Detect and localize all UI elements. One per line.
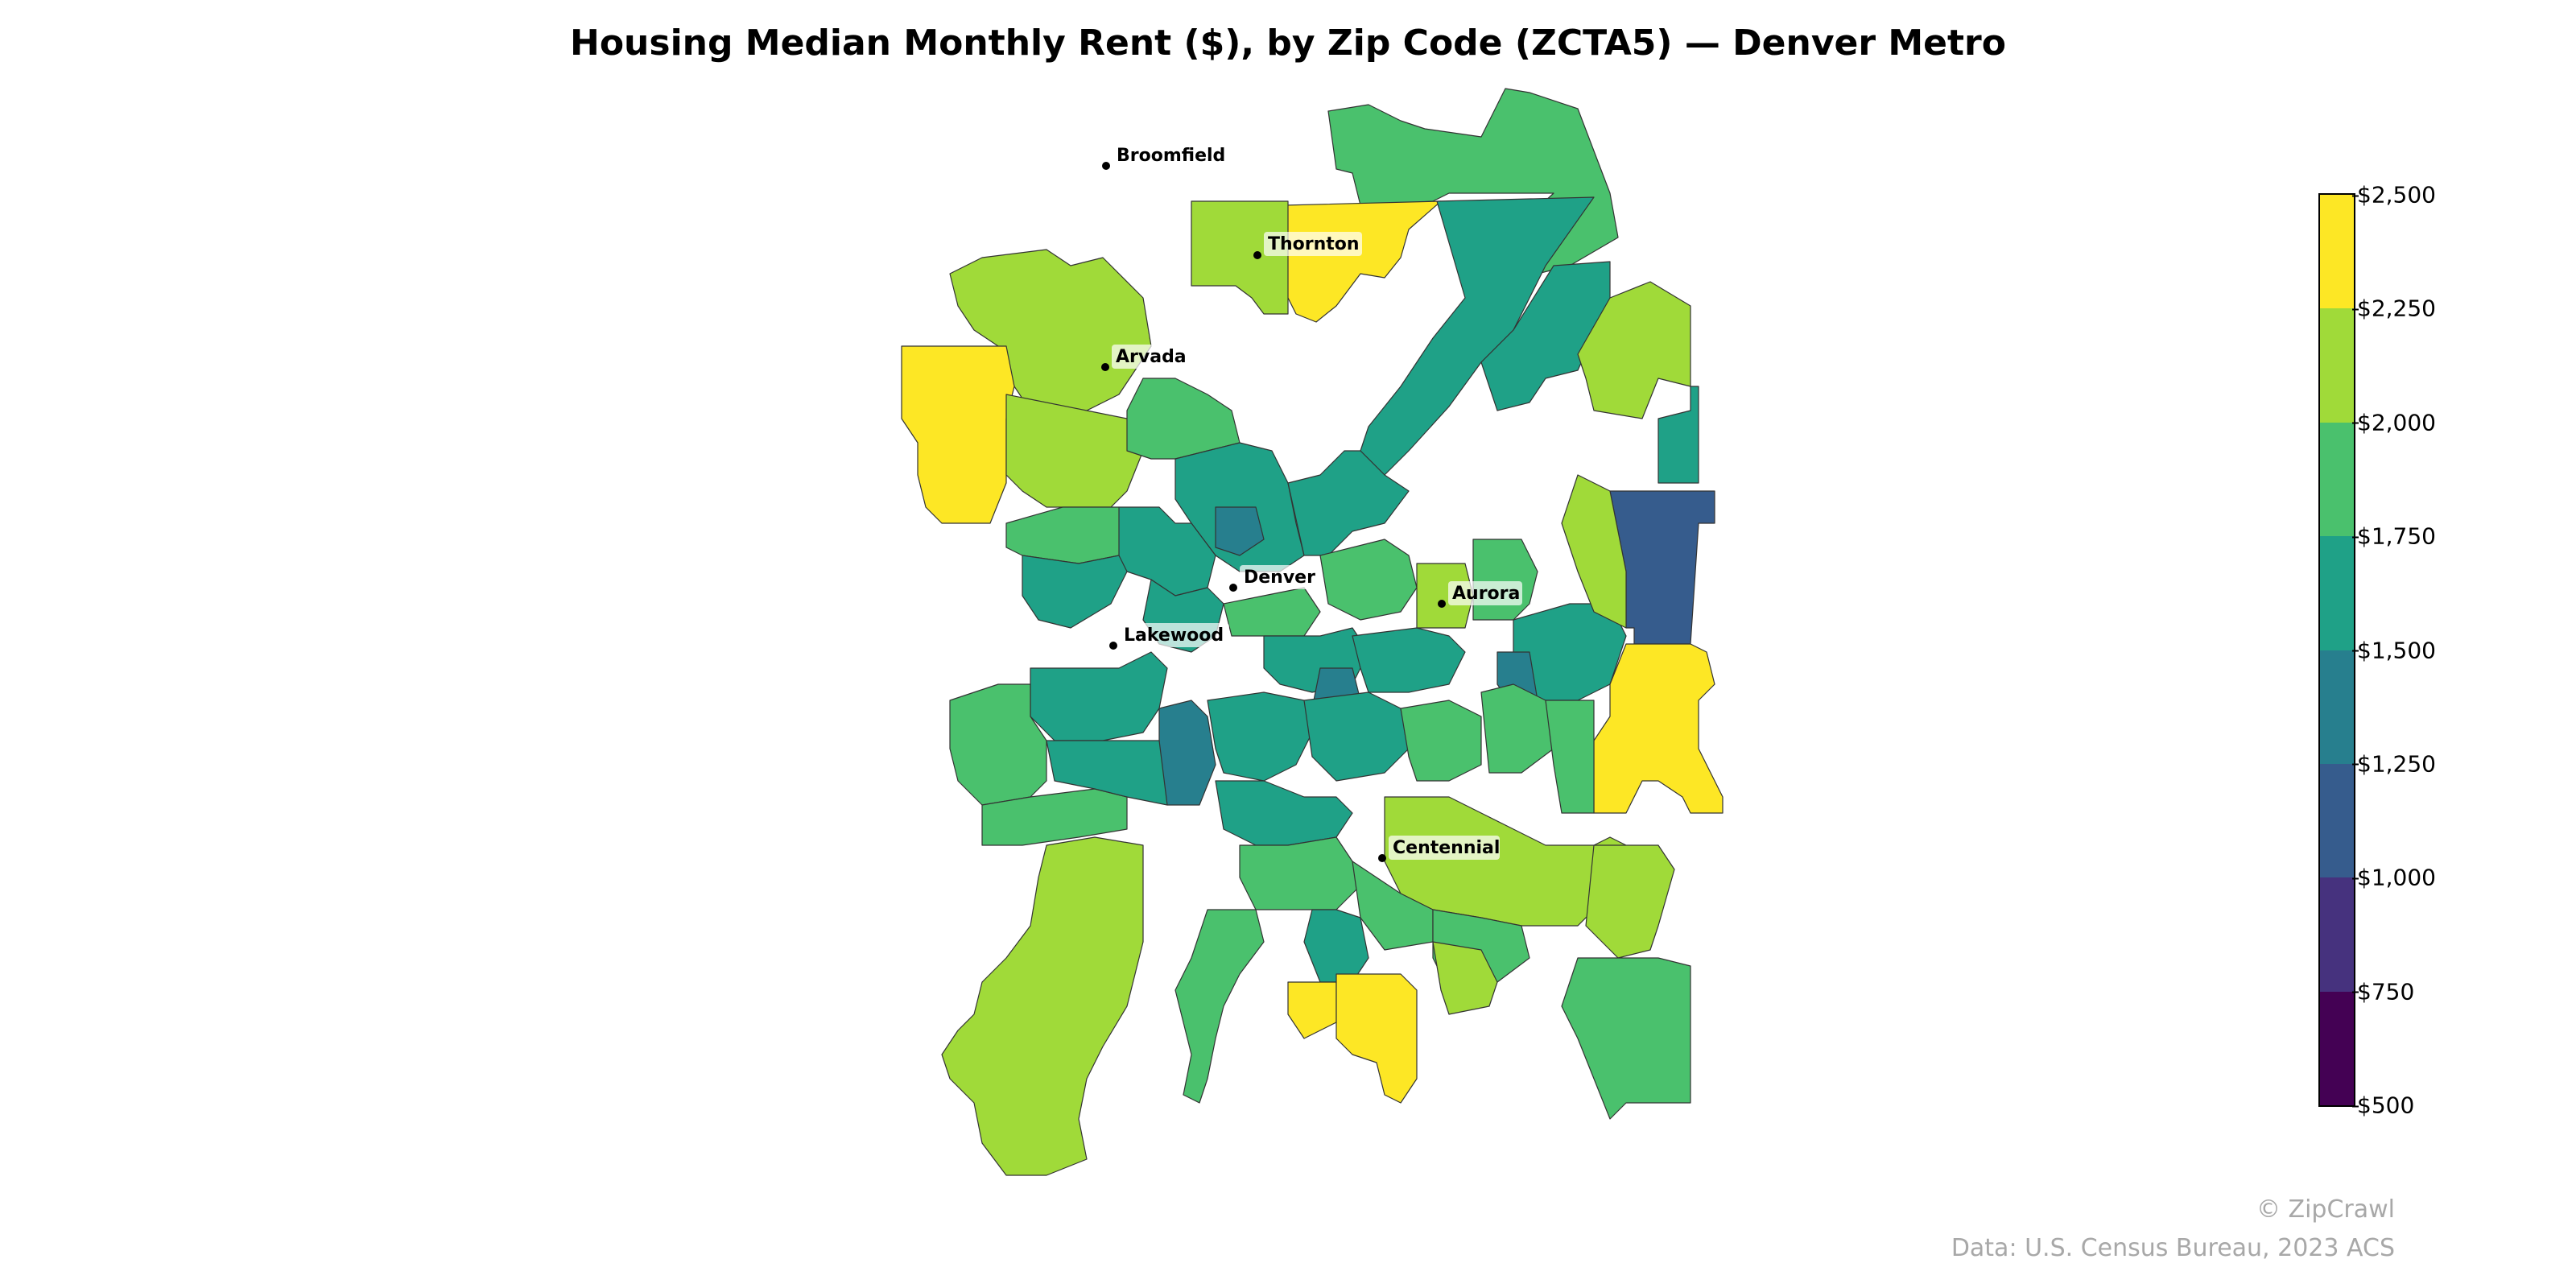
zip-region: [1577, 281, 1691, 419]
city-label: Arvada: [1116, 347, 1187, 367]
colorbar-tick-label: $2,000: [2352, 409, 2436, 436]
city-label: Centennial: [1393, 838, 1500, 858]
zip-region: [1303, 691, 1410, 782]
map-title: Housing Median Monthly Rent ($), by Zip …: [570, 23, 2006, 64]
zip-region: [1335, 973, 1418, 1104]
colorbar-bin: [2320, 650, 2354, 764]
colorbar-tick-label: $750: [2351, 978, 2415, 1005]
colorbar-bin: [2320, 422, 2354, 537]
zip-region: [1360, 196, 1595, 476]
colorbar-bin: [2320, 195, 2354, 309]
city-marker-dot: [1438, 600, 1446, 608]
zip-region: [1303, 909, 1369, 983]
zip-region: [1416, 563, 1474, 629]
city-marker-dot: [1102, 162, 1110, 170]
zip-region: [1223, 587, 1321, 637]
colorbar-tick-label: $1,000: [2352, 864, 2436, 891]
city-label: Broomfield: [1117, 146, 1225, 166]
zip-region: [1005, 506, 1120, 564]
city-marker-dot: [1109, 642, 1117, 650]
zip-region: [1561, 957, 1691, 1120]
city-marker-dot: [1253, 251, 1261, 259]
colorbar-tick-label: $2,250: [2352, 295, 2436, 322]
zip-region: [1158, 700, 1216, 806]
zip-region: [901, 345, 1015, 524]
colorbar-bin: [2320, 763, 2354, 878]
zip-region: [949, 249, 1152, 419]
zip-region: [1215, 506, 1265, 556]
zip-region: [1022, 555, 1128, 629]
zip-region: [1046, 740, 1168, 806]
city-markers: [1101, 162, 1446, 862]
colorbar-tick-label: $1,750: [2352, 522, 2436, 550]
city-label: Aurora: [1452, 584, 1520, 604]
zip-region: [949, 683, 1047, 806]
zip-region: [1191, 200, 1289, 315]
zip-region: [1239, 836, 1369, 910]
colorbar-tick-label: $1,500: [2352, 637, 2436, 663]
zip-region: [1279, 200, 1442, 323]
choropleth-map: Broomfield Thornton Arvada Denver Aurora…: [901, 88, 1724, 1176]
colorbar-bin: [2320, 308, 2354, 423]
colorbar-bin: [2320, 536, 2354, 650]
colorbar-tick-label: $2,500: [2352, 181, 2436, 208]
colorbar: [2318, 193, 2355, 1107]
city-marker-dot: [1229, 584, 1237, 592]
zip-region: [1432, 941, 1498, 1015]
zip-region: [1585, 844, 1675, 959]
city-label: Lakewood: [1124, 625, 1224, 646]
city-marker-dot: [1378, 854, 1386, 862]
colorbar-tick-label: $1,250: [2352, 750, 2436, 778]
city-marker-dot: [1101, 363, 1109, 371]
data-source: Data: U.S. Census Bureau, 2023 ACS: [1951, 1234, 2395, 1262]
zip-region: [1287, 981, 1337, 1039]
zip-region: [1030, 651, 1168, 741]
brand-credit: © ZipCrawl: [2256, 1195, 2395, 1224]
zip-region: [1657, 386, 1699, 484]
zip-region: [1319, 539, 1418, 621]
zip-region: [1005, 394, 1144, 508]
zip-region: [1472, 539, 1538, 621]
colorbar-bin: [2320, 877, 2354, 992]
city-label: Thornton: [1268, 234, 1360, 254]
city-label: Denver: [1244, 568, 1315, 588]
zip-region: [1400, 700, 1482, 782]
zip-region: [941, 836, 1144, 1176]
zip-region: [1174, 909, 1265, 1104]
zip-region: [1215, 780, 1353, 846]
zip-region: [1561, 474, 1627, 629]
zip-region: [1207, 691, 1313, 782]
zip-region: [981, 788, 1128, 846]
colorbar-bin: [2320, 991, 2354, 1105]
zip-region: [1352, 627, 1466, 693]
zip-region: [1545, 700, 1595, 814]
colorbar-tick-label: $500: [2351, 1092, 2415, 1119]
